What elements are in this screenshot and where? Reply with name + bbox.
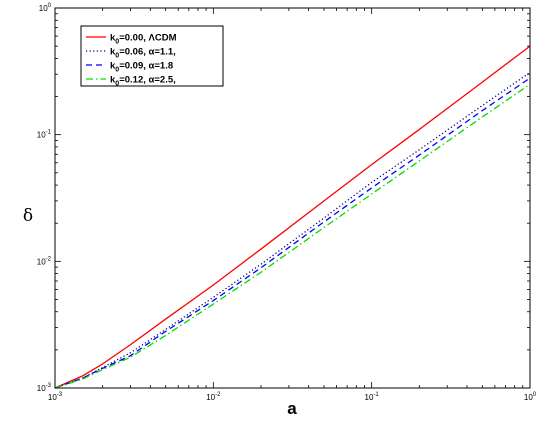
series-line-1 [54,45,531,389]
legend-label-4: k0=0.12, α=2.5, [110,75,176,88]
y-tick-label: 10-3 [37,383,52,393]
y-axis-title: δ [23,206,33,226]
legend-label-1: k0=0.00, ΛCDM [110,33,177,46]
series-line-3 [54,77,531,389]
series-line-4 [54,83,531,389]
x-tick-label: 10-2 [206,392,221,402]
legend-label-3: k0=0.09, α=1.8 [110,61,173,74]
y-tick-label: 10-2 [37,256,52,266]
x-tick-label: 10-1 [365,392,380,402]
tick-labels: 10-3 10-2 10-1 100 10-3 10-2 10-1 100 [37,3,537,402]
x-tick-label: 100 [524,392,537,402]
legend-label-2: k0=0.06, α=1.1, [110,47,176,60]
y-tick-label: 100 [39,3,52,13]
series-lines [54,45,531,389]
plot-frame [54,7,531,389]
x-tick-label: 10-3 [48,392,63,402]
y-tick-label: 10-1 [37,130,52,140]
legend-box [80,25,224,87]
x-axis-title: a [287,399,297,418]
